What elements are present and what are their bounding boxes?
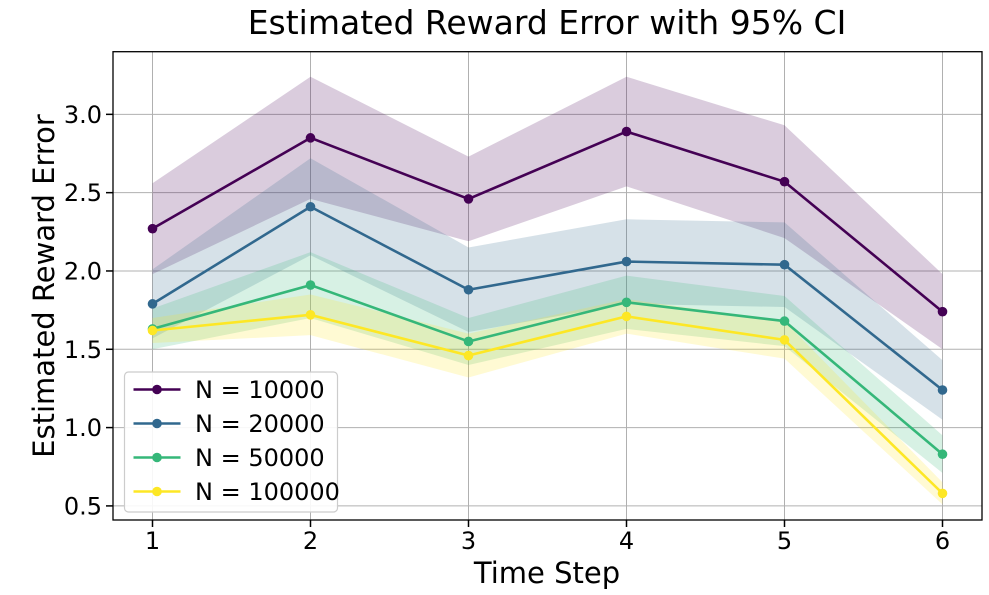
data-point	[621, 256, 632, 267]
series-line	[151, 283, 944, 456]
legend-item-label: N = 50000	[195, 444, 325, 472]
data-point	[147, 325, 158, 336]
data-point	[779, 316, 790, 326]
x-tick-label: 2	[303, 527, 318, 555]
ci-band	[152, 158, 943, 420]
data-point	[621, 311, 632, 322]
x-tick-label: 4	[619, 527, 634, 555]
data-point	[937, 449, 948, 460]
y-tick-label: 0.5	[64, 492, 102, 520]
legend-item-label: N = 100000	[195, 478, 340, 506]
chart-title: Estimated Reward Error with 95% CI	[248, 3, 847, 42]
data-point	[147, 299, 158, 309]
data-point	[779, 176, 790, 187]
legend-marker-dot	[152, 486, 162, 497]
data-point	[937, 488, 948, 499]
legend-marker-dot	[152, 418, 162, 429]
ci-band	[152, 252, 943, 474]
data-point	[463, 284, 474, 295]
legend-item-label: N = 10000	[195, 376, 325, 404]
series-layer	[147, 126, 948, 499]
data-point	[305, 310, 316, 320]
data-point	[937, 385, 948, 395]
y-tick-label: 1.0	[64, 414, 102, 442]
legend: N = 10000 N = 20000 N = 50000 N = 100000	[123, 371, 340, 513]
data-point	[463, 194, 474, 204]
series-line	[151, 205, 944, 392]
data-point	[463, 350, 474, 361]
y-axis-label: Estimated Reward Error	[27, 114, 61, 458]
data-point	[937, 306, 948, 317]
data-point	[621, 126, 632, 137]
series-line	[151, 313, 944, 495]
ci-band	[152, 294, 943, 505]
y-tick-label: 2.5	[64, 179, 102, 207]
x-tick-label: 6	[935, 527, 950, 555]
legend-item-label: N = 20000	[195, 410, 325, 438]
ci-band	[152, 76, 943, 350]
x-axis-label: Time Step	[473, 556, 620, 590]
y-tick-label: 2.0	[64, 257, 102, 285]
data-point	[621, 297, 632, 308]
x-tick-label: 3	[461, 527, 476, 555]
data-point	[463, 336, 474, 347]
legend-box	[123, 371, 339, 513]
x-tick-label: 5	[777, 527, 792, 555]
x-tick-label: 1	[145, 527, 160, 555]
data-point	[147, 223, 158, 234]
legend-marker-dot	[152, 452, 162, 463]
ci-band-layer	[152, 76, 943, 505]
y-tick-label: 1.5	[64, 336, 102, 364]
data-point	[779, 259, 790, 270]
series-line	[151, 130, 944, 313]
plot-border	[112, 51, 983, 521]
y-tick-label: 3.0	[64, 101, 102, 129]
axes-layer: 1 2 3 4 5 6 0.5 1.0 1.5 2.0 2.5 3.0	[64, 51, 983, 555]
data-point	[779, 335, 790, 345]
data-point	[305, 201, 316, 212]
legend-marker-dot	[152, 384, 162, 395]
data-point	[305, 133, 316, 143]
data-point	[305, 280, 316, 290]
